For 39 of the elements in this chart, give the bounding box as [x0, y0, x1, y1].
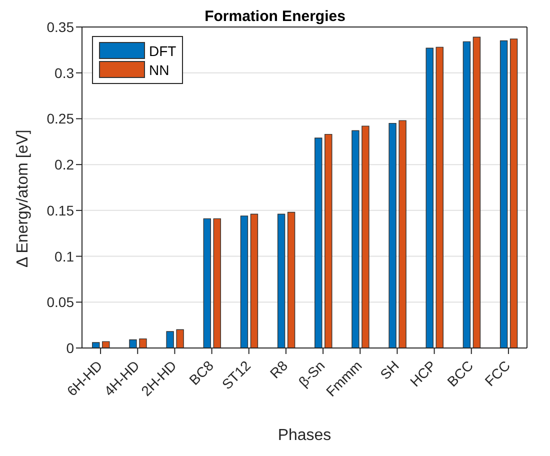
- y-tick-label: 0.3: [54, 64, 74, 81]
- y-tick-label: 0.2: [54, 156, 74, 173]
- bar: [240, 216, 248, 348]
- bar: [277, 214, 286, 348]
- bar: [324, 134, 332, 348]
- bar: [426, 48, 434, 348]
- bar: [472, 36, 481, 348]
- legend-label: NN: [149, 62, 170, 78]
- y-tick-label: 0.1: [54, 248, 74, 264]
- bar: [139, 338, 147, 348]
- bar: [462, 41, 471, 348]
- bar: [213, 218, 221, 348]
- y-tick-label: 0.35: [46, 18, 74, 35]
- y-tick-label: 0.05: [46, 294, 74, 310]
- bar: [388, 122, 396, 348]
- bar: [436, 46, 444, 348]
- chart-title: Formation Energies: [204, 8, 346, 25]
- bar: [129, 339, 137, 348]
- y-tick-label: 0: [66, 340, 74, 356]
- bar: [203, 218, 211, 348]
- bar: [102, 341, 110, 348]
- x-tick-label: SH: [376, 357, 402, 382]
- bar: [500, 40, 508, 348]
- x-tick-label: R8: [266, 357, 291, 382]
- bar: [166, 331, 174, 348]
- bar: [398, 120, 406, 348]
- bar: [362, 126, 370, 348]
- bar: [287, 212, 296, 348]
- bar: [352, 130, 360, 348]
- legend-label: DFT: [149, 42, 176, 58]
- bar: [176, 329, 184, 348]
- bar: [250, 214, 258, 348]
- y-tick-label: 0.15: [46, 202, 74, 218]
- x-axis-title: Phases: [278, 427, 332, 444]
- bar: [510, 38, 518, 348]
- y-axis-title: Δ Energy/atom [eV]: [14, 130, 32, 268]
- bar: [92, 342, 100, 348]
- bar: [314, 138, 322, 348]
- y-tick-label: 0.25: [46, 110, 74, 127]
